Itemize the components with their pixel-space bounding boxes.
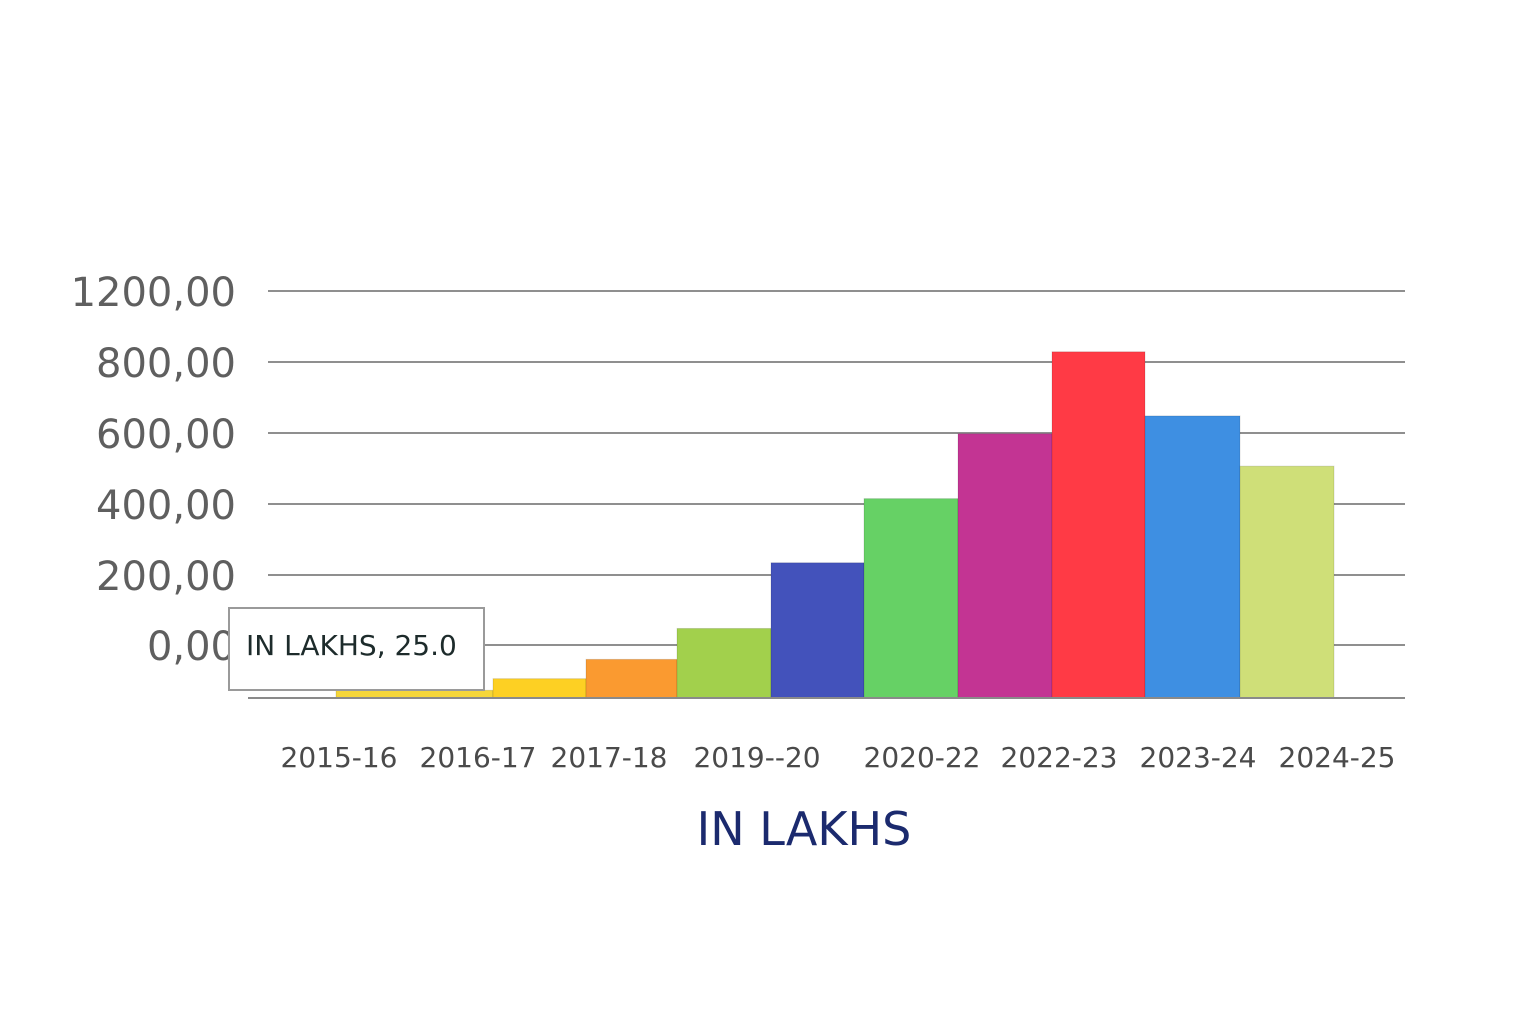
y-tick-label: 600,00 bbox=[96, 412, 236, 458]
x-tick-label: 2015-16 bbox=[281, 741, 398, 774]
bar bbox=[957, 433, 1053, 699]
bar bbox=[1051, 351, 1146, 699]
x-axis-ticks: 2015-16 2016-17 2017-18 2019--20 2020-22 2022… bbox=[281, 741, 1396, 774]
x-axis-label: IN LAKHS bbox=[697, 802, 912, 856]
y-tick-label: 400,00 bbox=[96, 483, 236, 529]
x-tick-label: 2019--20 bbox=[693, 741, 820, 774]
x-tick-label: 2016-17 bbox=[420, 741, 537, 774]
bar bbox=[863, 498, 959, 699]
bar bbox=[1144, 415, 1241, 699]
x-tick-label: 2022-23 bbox=[1001, 741, 1118, 774]
tooltip-box bbox=[228, 607, 485, 691]
bar bbox=[492, 678, 587, 699]
y-tick-label: 1200,00 bbox=[71, 270, 236, 316]
bars bbox=[335, 351, 1335, 699]
x-tick-label: 2020-22 bbox=[864, 741, 981, 774]
y-axis-ticks: 0,00 200,00 400,00 600,00 800,00 1200,00 bbox=[71, 270, 236, 670]
y-tick-label: 200,00 bbox=[96, 554, 236, 600]
bar bbox=[335, 689, 494, 699]
x-tick-label: 2024-25 bbox=[1279, 741, 1396, 774]
y-tick-label: 800,00 bbox=[96, 341, 236, 387]
bar bbox=[676, 627, 772, 699]
bar bbox=[585, 658, 678, 699]
y-tick-label: 0,00 bbox=[147, 624, 236, 670]
tooltip-text: IN LAKHS, 25.0 bbox=[246, 629, 457, 662]
data-tooltip: IN LAKHS, 25.0 bbox=[228, 607, 485, 691]
bar bbox=[1239, 465, 1335, 699]
bar bbox=[770, 562, 865, 699]
x-tick-label: 2023-24 bbox=[1140, 741, 1257, 774]
x-tick-label: 2017-18 bbox=[551, 741, 668, 774]
